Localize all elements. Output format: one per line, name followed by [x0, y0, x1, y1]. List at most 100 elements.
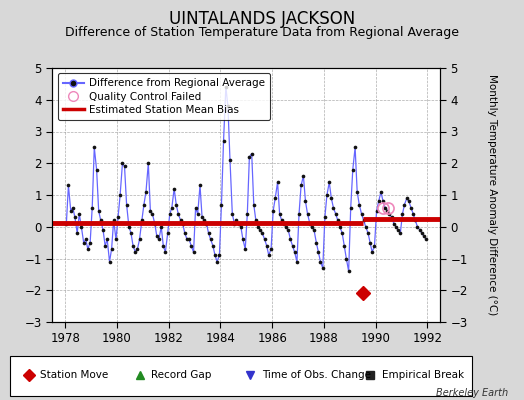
- Point: [297, 182, 305, 189]
- Point: [161, 249, 170, 255]
- Point: [383, 208, 391, 214]
- Point: [319, 265, 327, 271]
- Point: [193, 211, 202, 217]
- Point: [314, 249, 323, 255]
- Point: [402, 195, 411, 201]
- Point: [103, 236, 112, 243]
- Point: [125, 224, 133, 230]
- Point: [220, 138, 228, 144]
- Point: [409, 211, 418, 217]
- Point: [340, 242, 348, 249]
- Point: [86, 240, 94, 246]
- Point: [226, 157, 234, 163]
- Point: [366, 240, 374, 246]
- Point: [336, 224, 344, 230]
- Point: [172, 201, 180, 208]
- Point: [213, 258, 221, 265]
- Point: [375, 198, 383, 204]
- Point: [256, 227, 265, 233]
- Point: [217, 201, 226, 208]
- Point: [148, 211, 157, 217]
- Legend: Difference from Regional Average, Quality Control Failed, Estimated Station Mean: Difference from Regional Average, Qualit…: [58, 73, 270, 120]
- Point: [267, 246, 275, 252]
- Point: [392, 224, 400, 230]
- Point: [346, 204, 355, 211]
- Point: [329, 204, 337, 211]
- Point: [254, 224, 263, 230]
- Point: [107, 246, 116, 252]
- Y-axis label: Monthly Temperature Anomaly Difference (°C): Monthly Temperature Anomaly Difference (…: [487, 74, 497, 316]
- Point: [288, 242, 297, 249]
- Point: [303, 211, 312, 217]
- Point: [243, 211, 252, 217]
- Point: [170, 186, 178, 192]
- Point: [276, 211, 284, 217]
- Point: [138, 217, 146, 224]
- Point: [133, 246, 141, 252]
- Point: [357, 211, 366, 217]
- Point: [191, 204, 200, 211]
- Point: [159, 242, 168, 249]
- Point: [94, 208, 103, 214]
- Point: [181, 230, 189, 236]
- Point: [290, 249, 299, 255]
- Point: [196, 182, 204, 189]
- Point: [163, 230, 172, 236]
- Point: [183, 236, 191, 243]
- Point: [75, 211, 83, 217]
- Point: [202, 220, 211, 227]
- Point: [323, 192, 331, 198]
- Point: [398, 211, 407, 217]
- Point: [237, 224, 245, 230]
- Point: [348, 166, 357, 173]
- Point: [67, 208, 75, 214]
- Point: [144, 160, 152, 166]
- Point: [338, 230, 346, 236]
- Point: [174, 211, 182, 217]
- Point: [295, 211, 303, 217]
- Point: [146, 208, 155, 214]
- Point: [260, 236, 269, 243]
- Point: [405, 198, 413, 204]
- Point: [206, 236, 215, 243]
- Point: [187, 242, 195, 249]
- Point: [364, 230, 372, 236]
- Point: [387, 214, 396, 220]
- Point: [293, 258, 301, 265]
- Point: [64, 182, 73, 189]
- Point: [377, 189, 385, 195]
- Point: [84, 246, 92, 252]
- Point: [62, 220, 71, 227]
- FancyBboxPatch shape: [10, 356, 472, 396]
- Point: [198, 214, 206, 220]
- Point: [239, 236, 247, 243]
- Text: UINTALANDS JACKSON: UINTALANDS JACKSON: [169, 10, 355, 28]
- Point: [368, 249, 376, 255]
- Point: [249, 201, 258, 208]
- Point: [200, 217, 209, 224]
- Point: [278, 217, 286, 224]
- Point: [71, 214, 79, 220]
- Point: [185, 236, 193, 243]
- Point: [82, 236, 90, 243]
- Point: [422, 236, 430, 243]
- Text: Empirical Break: Empirical Break: [381, 370, 464, 380]
- Point: [118, 160, 127, 166]
- Point: [286, 236, 294, 243]
- Point: [370, 242, 379, 249]
- Point: [400, 201, 409, 208]
- Point: [222, 84, 230, 90]
- Point: [247, 150, 256, 157]
- Point: [129, 242, 137, 249]
- Point: [99, 227, 107, 233]
- Point: [381, 204, 389, 211]
- Point: [177, 217, 185, 224]
- Point: [179, 220, 187, 227]
- Point: [327, 195, 335, 201]
- Point: [274, 179, 282, 186]
- Point: [284, 227, 292, 233]
- Point: [211, 252, 219, 258]
- Point: [342, 255, 351, 262]
- Point: [299, 173, 308, 179]
- Point: [265, 252, 273, 258]
